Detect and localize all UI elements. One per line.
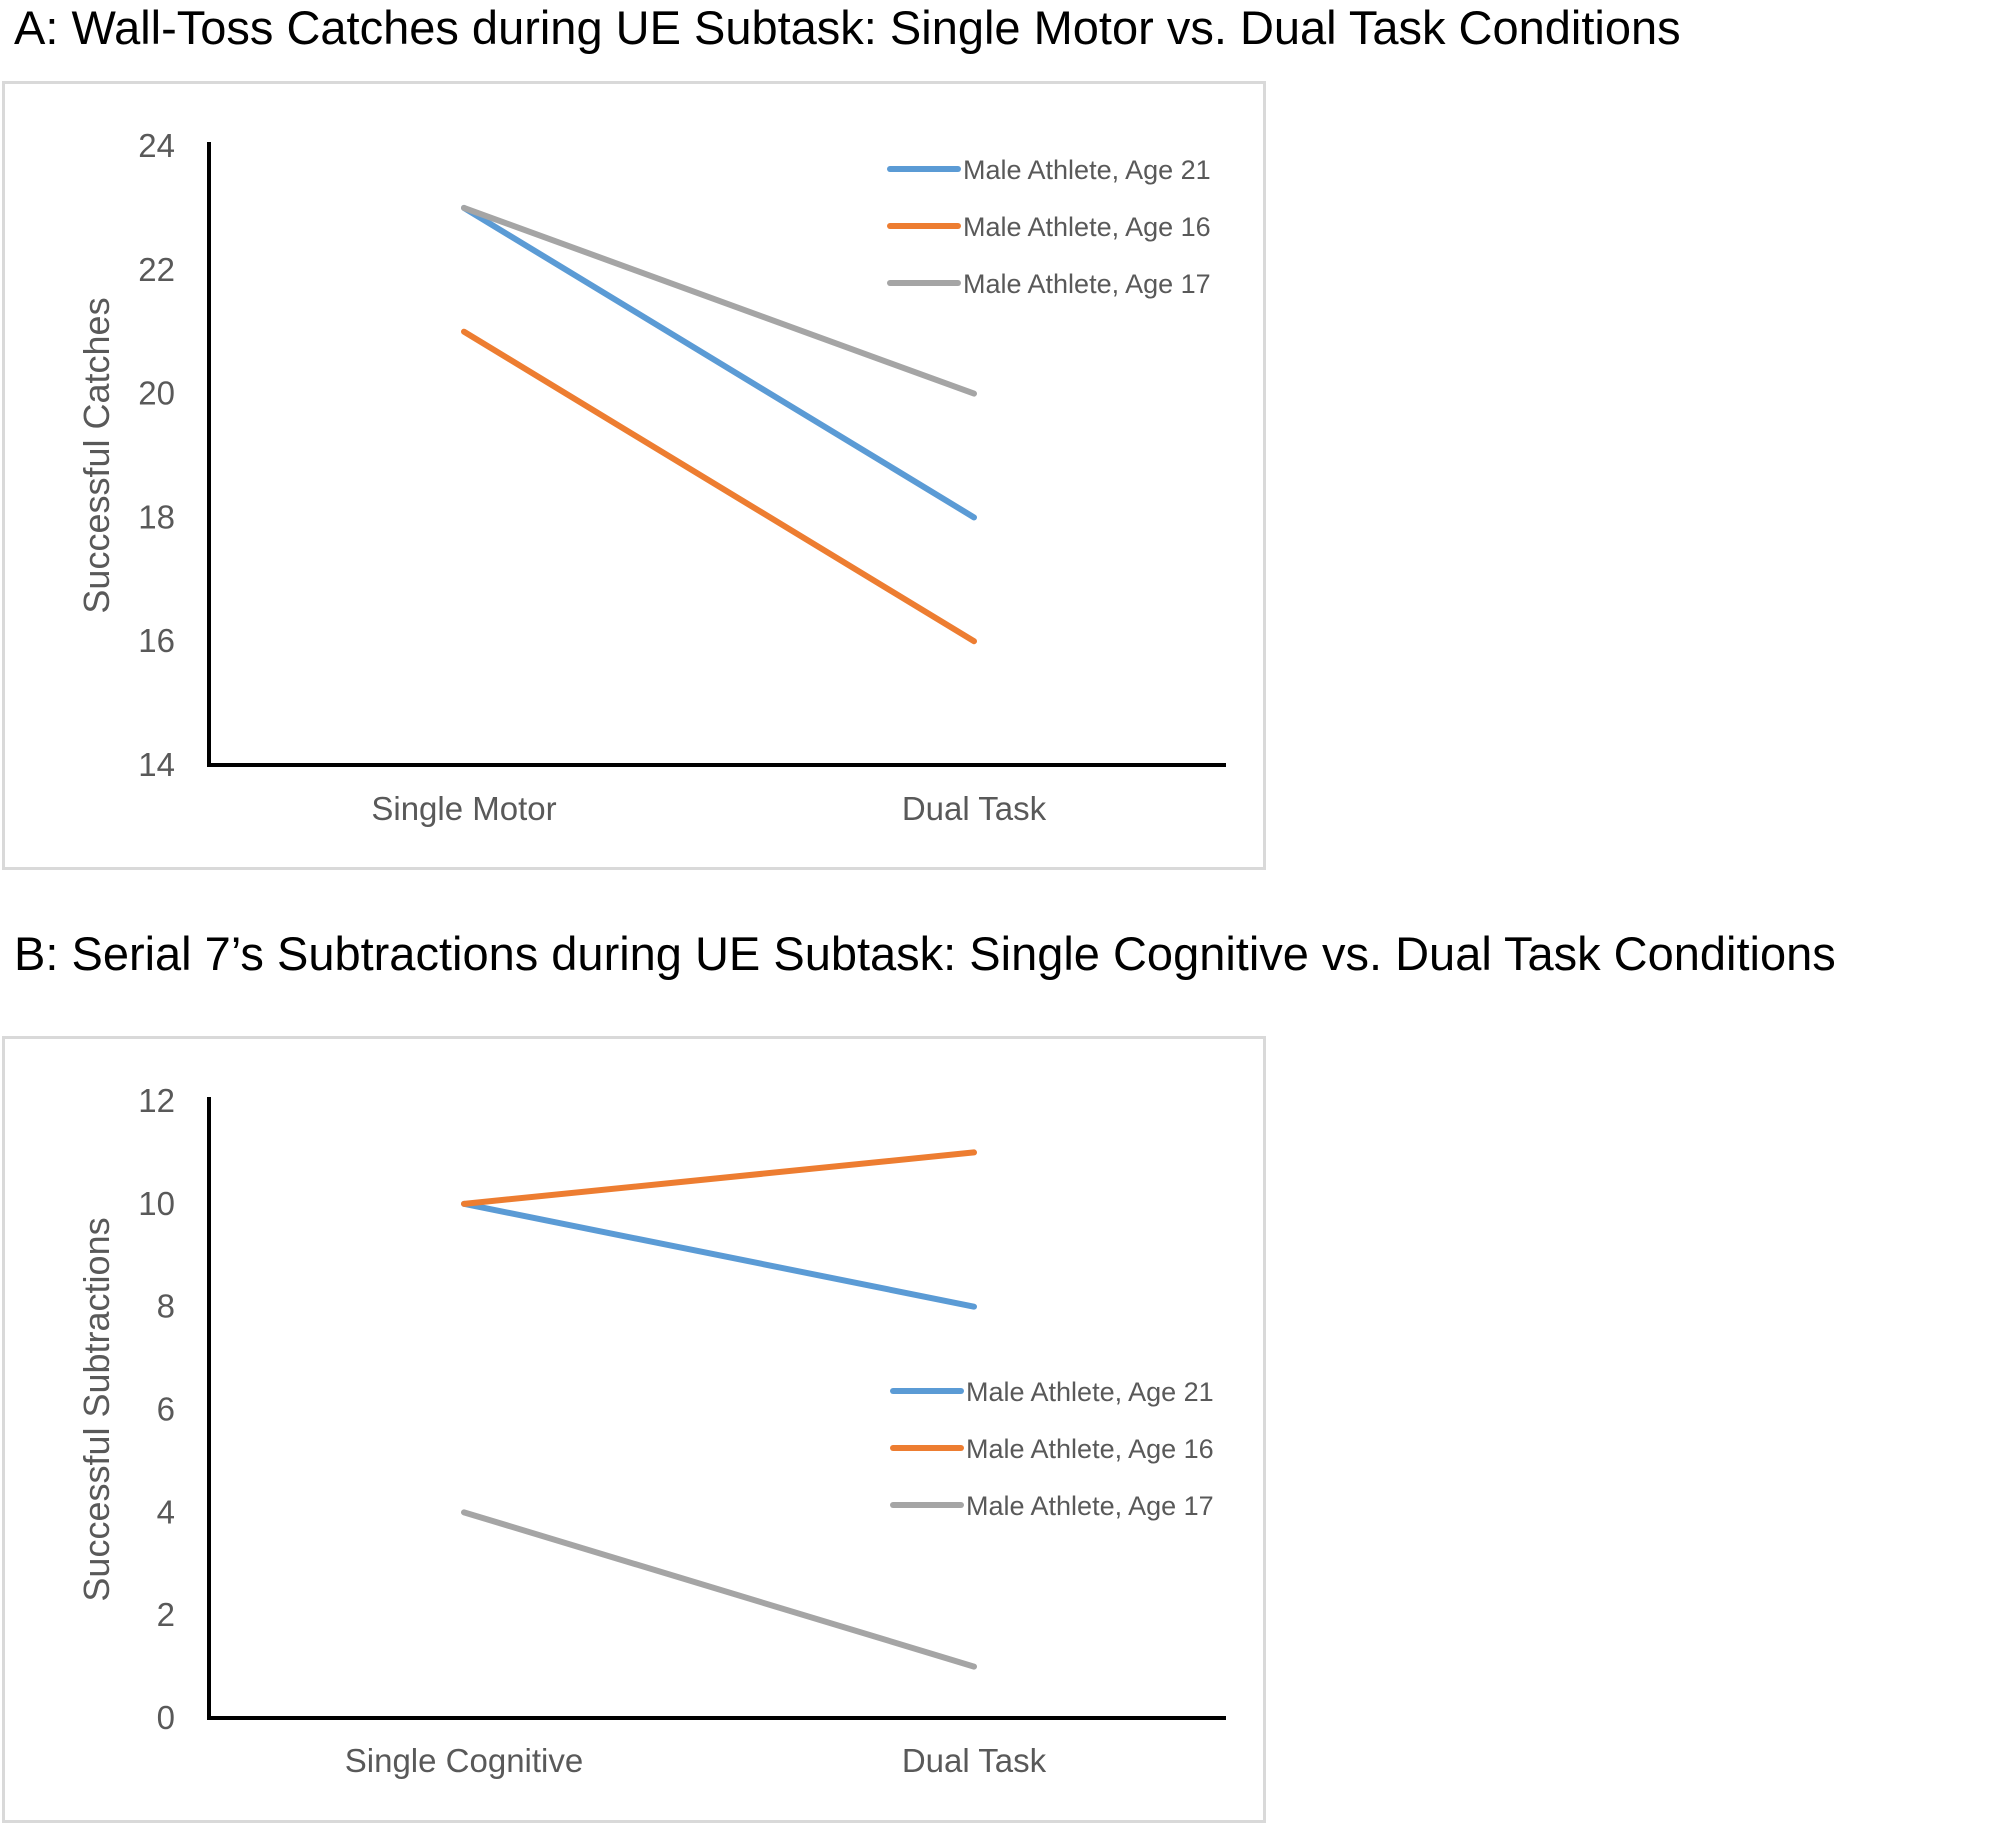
chart-a-x-tick-label: Single Motor (371, 790, 556, 827)
chart-a-legend-label-1: Male Athlete, Age 21 (963, 155, 1211, 185)
chart-b-y-tick-label: 6 (157, 1391, 175, 1428)
chart-a-y-tick-label: 20 (138, 375, 175, 412)
chart-b-y-tick-label: 10 (138, 1185, 175, 1222)
chart-a-x-tick-label: Dual Task (902, 790, 1047, 827)
chart-a-y-tick-label: 18 (138, 498, 175, 535)
chart-b-x-tick-label: Single Cognitive (345, 1742, 583, 1779)
chart-b-y-tick-label: 0 (157, 1699, 175, 1736)
chart-a-title: A: Wall-Toss Catches during UE Subtask: … (14, 1, 1681, 54)
chart-b-frame: 0 2 4 6 8 10 12 Single Cognitive Dual Task Succes… (2, 1036, 1266, 1823)
chart-b-x-tick-label: Dual Task (902, 1742, 1047, 1779)
chart-a-y-tick-label: 22 (138, 251, 175, 288)
chart-b-y-tick-label: 2 (157, 1596, 175, 1633)
chart-b-y-tick-label: 4 (157, 1493, 175, 1530)
chart-a-y-tick-label: 14 (138, 746, 175, 783)
chart-b-series-line-1 (461, 1200, 977, 1310)
chart-a-y-axis-label: Successful Catches (76, 297, 117, 613)
chart-a-y-tick-label: 16 (138, 622, 175, 659)
chart-b-series-line-3 (461, 1509, 977, 1670)
chart-b-title: B: Serial 7’s Subtractions during UE Sub… (14, 927, 1836, 980)
chart-a-legend-label-3: Male Athlete, Age 17 (963, 269, 1211, 299)
chart-a-legend-label-2: Male Athlete, Age 16 (963, 212, 1211, 242)
chart-b-y-tick-label: 12 (138, 1082, 175, 1119)
chart-a-y-tick-label: 24 (138, 127, 175, 164)
chart-b-plot: 0 2 4 6 8 10 12 Single Cognitive Dual Task Succes… (76, 1082, 1226, 1779)
chart-b-legend-label-3: Male Athlete, Age 17 (966, 1491, 1214, 1521)
chart-b-y-tick-label: 8 (157, 1288, 175, 1325)
chart-a-plot: 14 16 18 20 22 24 Single Motor Dual Task Success… (76, 127, 1226, 827)
chart-a-series-line-3 (461, 204, 977, 397)
chart-a-series-line-1 (461, 204, 977, 521)
chart-a-frame: 14 16 18 20 22 24 Single Motor Dual Task Success… (2, 81, 1266, 870)
chart-b-series-line-2 (461, 1149, 977, 1207)
chart-b-y-axis-label: Successful Subtractions (76, 1217, 117, 1601)
chart-b-legend-label-2: Male Athlete, Age 16 (966, 1434, 1214, 1464)
chart-a-series-line-2 (461, 328, 977, 645)
chart-b-legend-label-1: Male Athlete, Age 21 (966, 1377, 1214, 1407)
